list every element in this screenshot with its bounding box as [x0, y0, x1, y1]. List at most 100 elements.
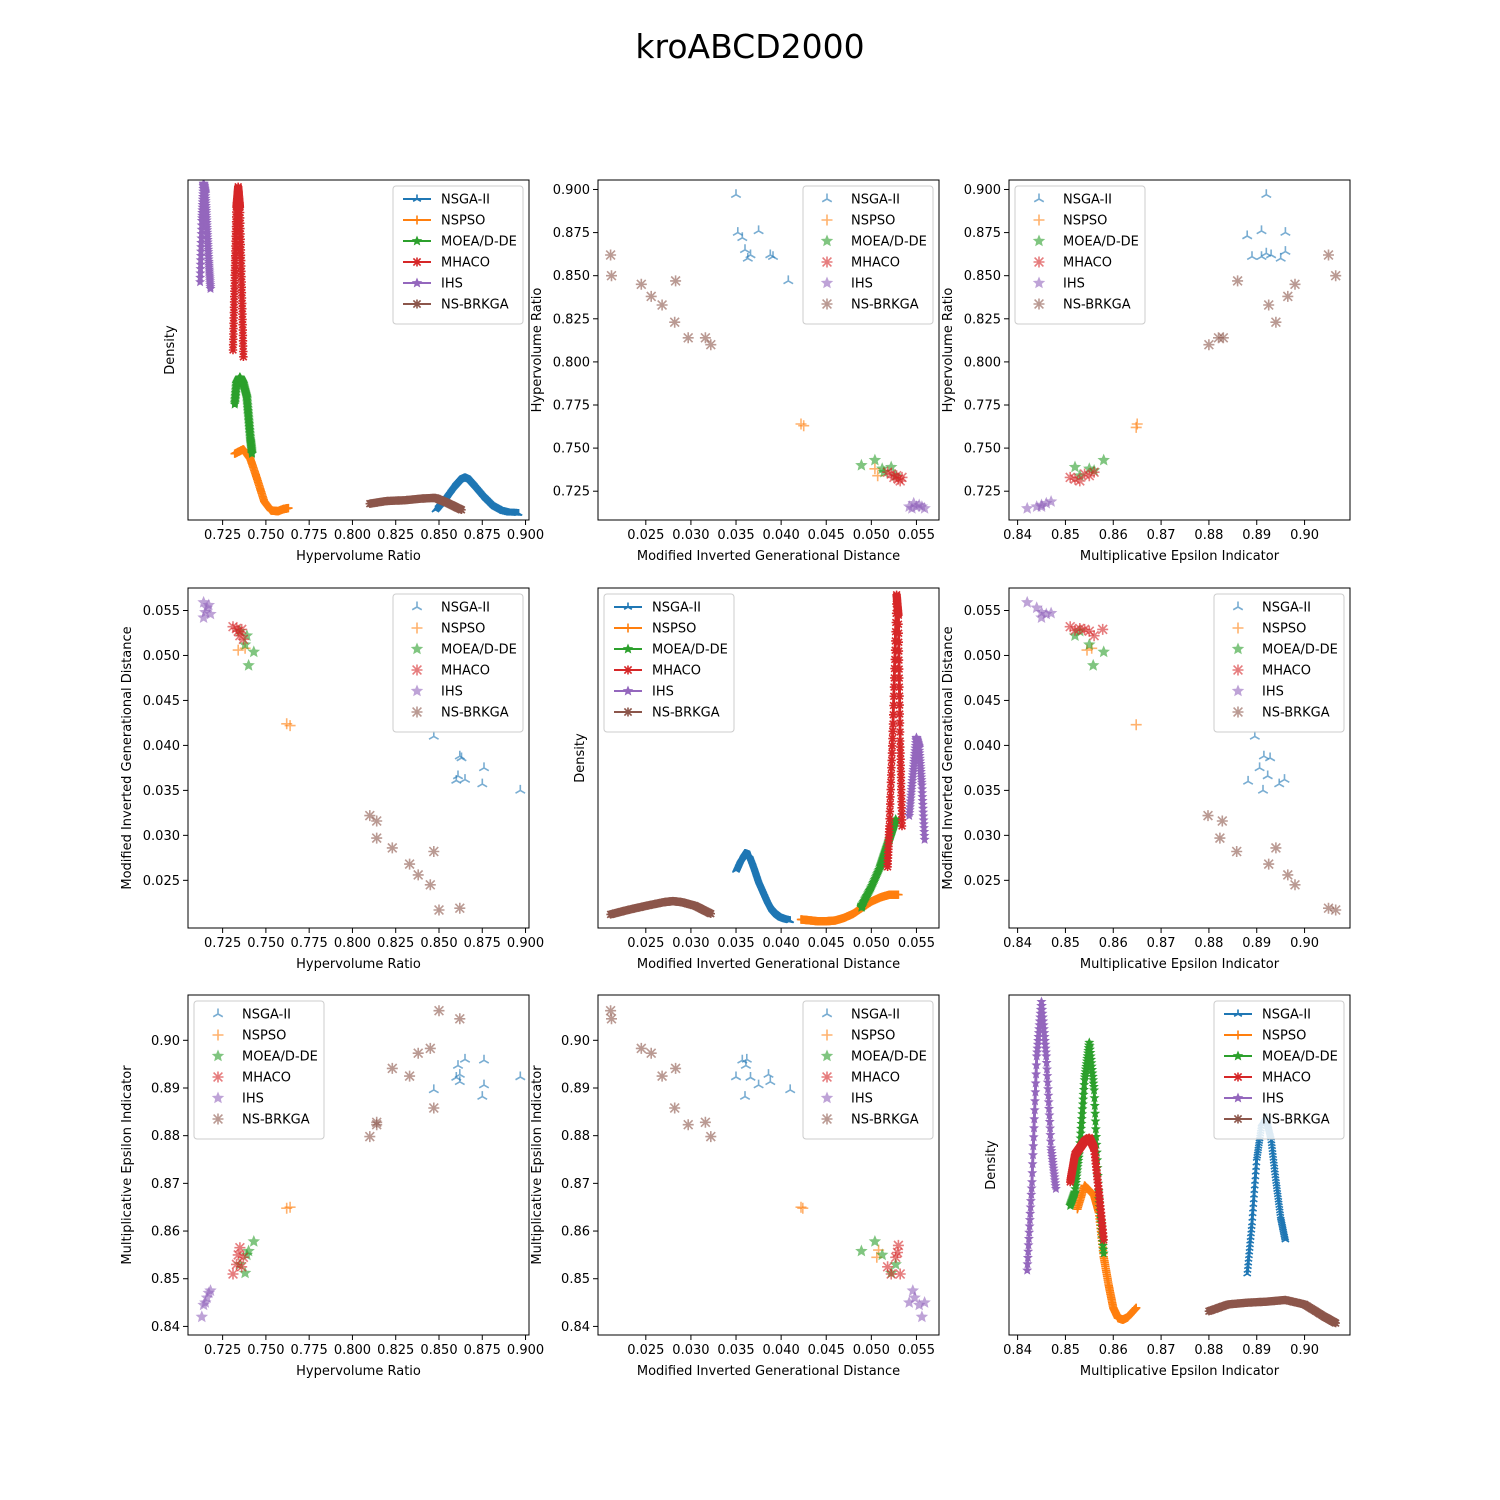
data-point [1070, 1183, 1081, 1194]
legend-marker [412, 215, 422, 225]
legend-label: MOEA/D-DE [441, 235, 517, 250]
y-tick-label: 0.025 [143, 874, 180, 889]
x-tick-label: 0.87 [1147, 936, 1176, 951]
legend-label: NS-BRKGA [441, 298, 509, 313]
data-point [895, 673, 904, 683]
series-ihs [1020, 595, 1058, 623]
x-axis-label: Hypervolume Ratio [296, 1364, 421, 1379]
data-point [237, 283, 247, 292]
data-point [606, 270, 617, 282]
series-mhaco [228, 182, 248, 361]
data-point [237, 288, 247, 297]
y-axis-label: Hypervolume Ratio [530, 288, 545, 413]
y-tick-label: 0.84 [561, 1320, 590, 1335]
data-point [1023, 1239, 1034, 1250]
legend-label: MOEA/D-DE [851, 1050, 927, 1065]
data-point [1083, 470, 1095, 482]
legend-marker [1232, 664, 1244, 676]
data-point [1024, 1220, 1035, 1231]
x-tick-label: 0.875 [464, 936, 501, 951]
data-point [882, 1261, 894, 1273]
y-tick-label: 0.040 [964, 739, 1001, 754]
y-axis-label: Modified Inverted Generational Distance [120, 626, 135, 889]
legend-label: NSPSO [652, 622, 696, 637]
legend-box [802, 1000, 934, 1140]
legend-marker [820, 234, 834, 247]
data-point [868, 1234, 882, 1247]
y-axis-label: Modified Inverted Generational Distance [941, 626, 956, 889]
data-point [1020, 501, 1034, 514]
data-point [889, 682, 899, 692]
x-tick-label: 0.040 [763, 528, 800, 543]
data-point [888, 734, 897, 743]
data-point [1028, 1149, 1038, 1160]
data-point [1041, 1057, 1052, 1068]
data-point [1282, 869, 1294, 881]
data-point [478, 1054, 490, 1064]
x-tick-label: 0.725 [204, 936, 241, 951]
x-tick-label: 0.800 [334, 528, 371, 543]
data-point [1090, 1116, 1101, 1126]
data-point [238, 320, 247, 329]
series-mhaco [1065, 1133, 1108, 1245]
data-point [424, 1042, 436, 1054]
data-point [1044, 1109, 1055, 1120]
data-point [894, 475, 906, 487]
legend-box [802, 185, 934, 325]
data-point [1031, 1059, 1042, 1070]
data-point [242, 658, 255, 671]
legend-label: NS-BRKGA [1063, 298, 1131, 313]
x-tick-label: 0.775 [291, 528, 328, 543]
legend-marker [1033, 256, 1045, 268]
y-tick-label: 0.035 [143, 784, 180, 799]
legend-marker [821, 1029, 833, 1041]
data-point [882, 466, 894, 478]
subplot-p32: 0.025 0.030 0.035 0.040 0.045 0.050 0.055 0.84 0… [530, 994, 940, 1379]
data-point [897, 797, 906, 806]
legend-label: NS-BRKGA [652, 706, 720, 721]
plot-area-p13 [1020, 189, 1342, 514]
data-point [230, 261, 240, 270]
x-tick-label: 0.84 [1003, 1343, 1032, 1358]
data-point [670, 275, 682, 287]
data-point [786, 916, 795, 924]
data-point [890, 1251, 902, 1263]
data-point [386, 1062, 398, 1074]
data-point [230, 271, 239, 280]
y-tick-label: 0.84 [151, 1320, 180, 1335]
data-point [1279, 774, 1290, 784]
data-point [231, 236, 240, 246]
data-point [1027, 1176, 1037, 1187]
data-point [515, 784, 526, 794]
data-point [231, 241, 240, 251]
data-point [1261, 189, 1272, 199]
data-point [897, 809, 906, 819]
legend-marker [1032, 276, 1046, 289]
data-point [1044, 495, 1058, 507]
series-ihs [904, 732, 930, 844]
x-tick-label: 0.89 [1242, 1343, 1271, 1358]
data-point [238, 304, 247, 313]
data-point [231, 217, 241, 227]
legend-label: NSGA-II [1262, 1008, 1311, 1023]
legend-marker [410, 684, 424, 697]
series-ns-brkga [605, 249, 717, 351]
data-point [1030, 1086, 1041, 1097]
data-point [1089, 1100, 1100, 1110]
data-point [284, 503, 293, 513]
data-point [1026, 1189, 1037, 1199]
x-tick-label: 0.800 [334, 936, 371, 951]
x-tick-label: 0.025 [627, 936, 664, 951]
series-mhaco [227, 1242, 249, 1280]
y-tick-label: 0.055 [964, 604, 1001, 619]
data-point [889, 692, 898, 701]
data-point [785, 1084, 796, 1094]
series-nspso [232, 642, 296, 732]
data-point [412, 869, 424, 881]
y-tick-label: 0.86 [151, 1225, 180, 1240]
data-point [894, 646, 904, 656]
legend-label: NSPSO [851, 1029, 895, 1044]
data-point [515, 1071, 526, 1081]
data-point [238, 341, 248, 351]
x-axis-label: Hypervolume Ratio [296, 957, 421, 972]
